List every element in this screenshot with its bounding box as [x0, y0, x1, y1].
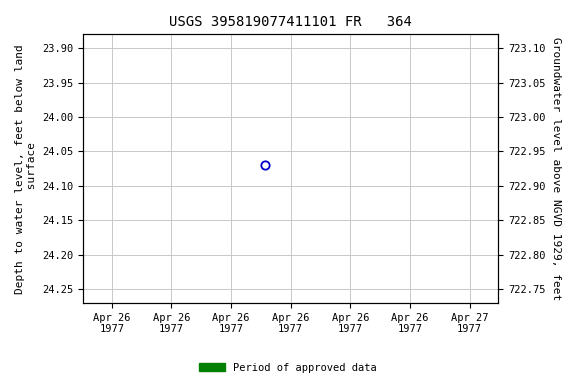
Y-axis label: Depth to water level, feet below land
 surface: Depth to water level, feet below land su… [15, 44, 37, 294]
Legend: Period of approved data: Period of approved data [195, 359, 381, 377]
Title: USGS 395819077411101 FR   364: USGS 395819077411101 FR 364 [169, 15, 412, 29]
Y-axis label: Groundwater level above NGVD 1929, feet: Groundwater level above NGVD 1929, feet [551, 37, 561, 300]
